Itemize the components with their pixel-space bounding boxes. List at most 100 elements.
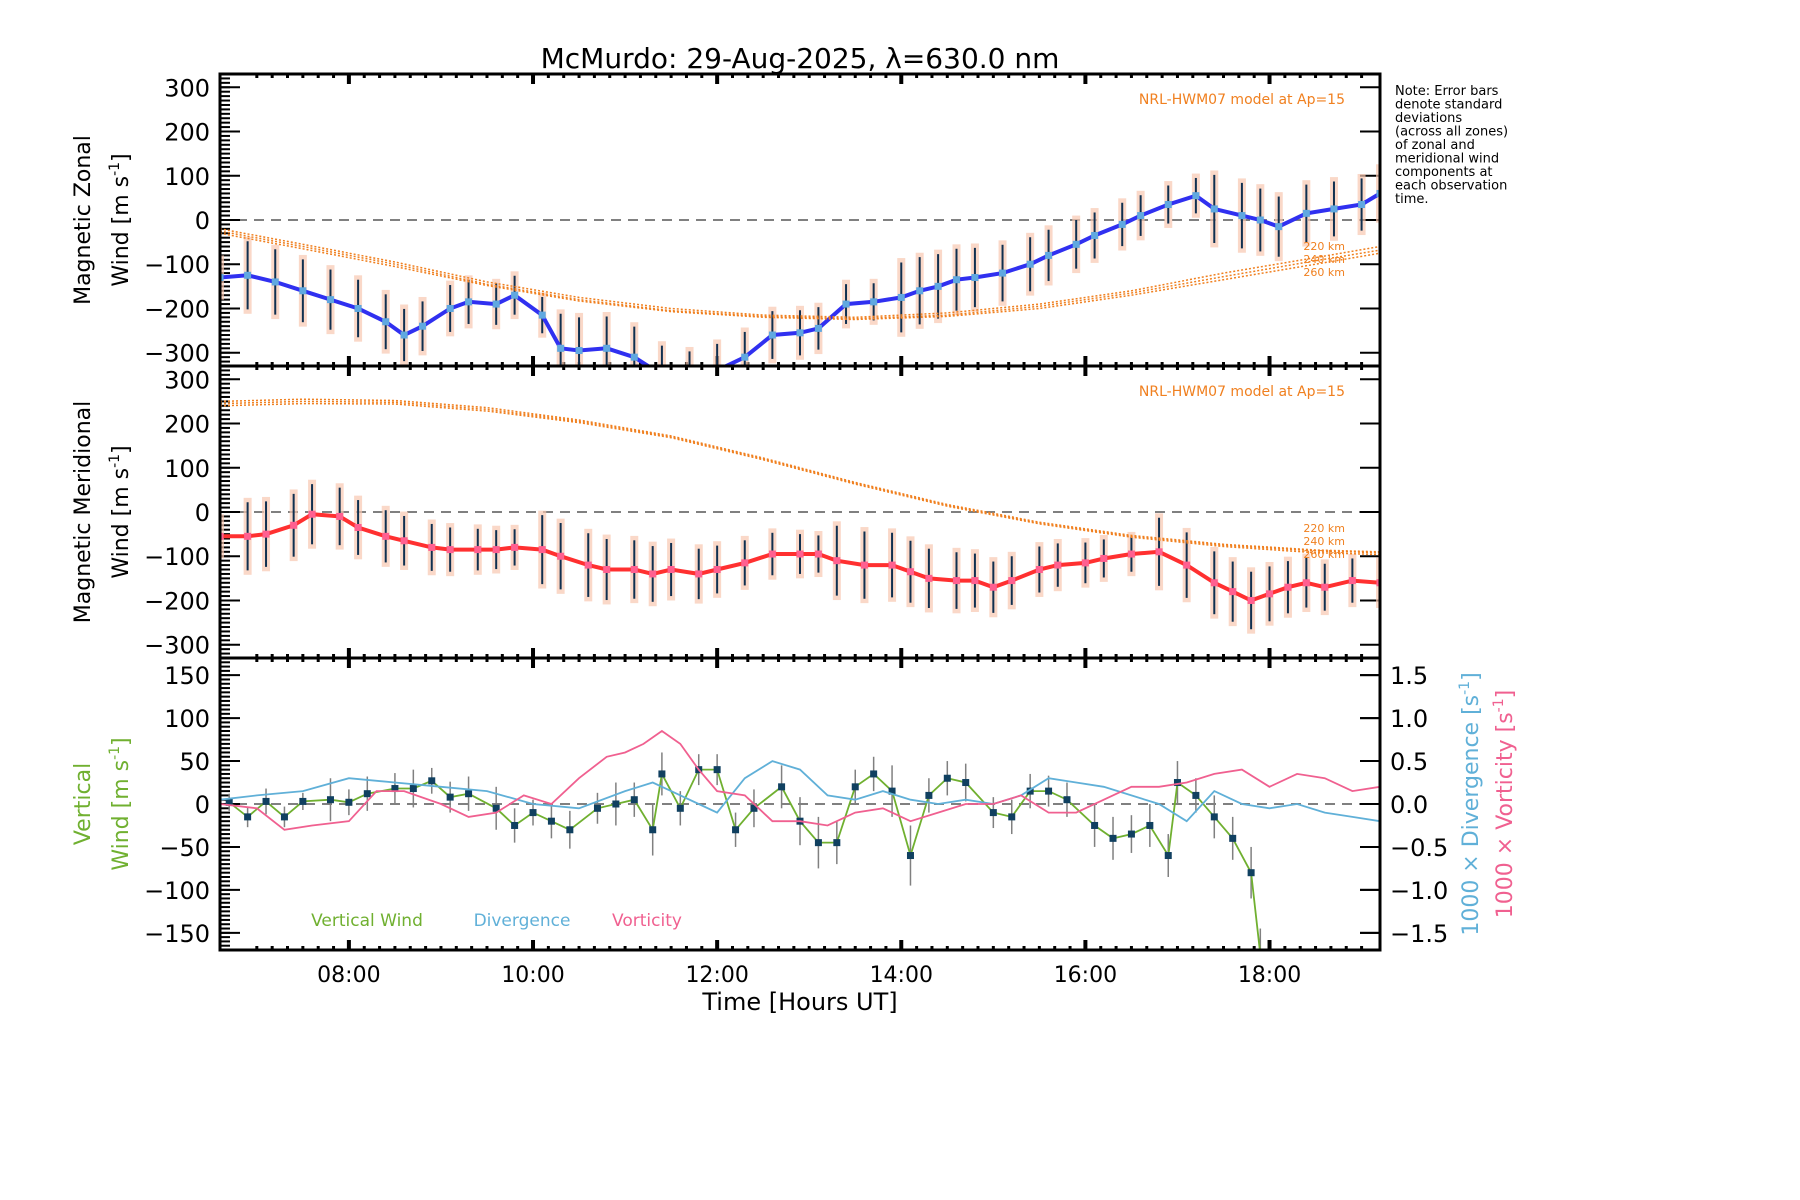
data-point: [741, 559, 749, 567]
data-point: [326, 796, 334, 804]
note-line: denote standard: [1395, 98, 1502, 113]
data-point: [1164, 201, 1172, 209]
data-point: [916, 287, 924, 295]
chart-title: McMurdo: 29-Aug-2025, λ=630.0 nm: [541, 42, 1060, 75]
y-tick-label: −100: [144, 877, 210, 905]
data-point: [1127, 830, 1135, 838]
y-label-bracket: ]: [109, 153, 134, 162]
y-tick-label: 100: [164, 163, 210, 191]
y-tick-label: 300: [164, 366, 210, 394]
data-point: [1302, 209, 1310, 217]
y-tick-label: 50: [179, 748, 210, 776]
model-label: NRL-HWM07 model at Ap=15: [1139, 384, 1345, 400]
data-point: [860, 561, 868, 569]
y-tick-label: 100: [164, 455, 210, 483]
y-axis-label-line2: Wind [m s-1]: [107, 445, 134, 578]
model-label: NRL-HWM07 model at Ap=15: [1139, 92, 1345, 108]
note-line: components at: [1395, 165, 1493, 180]
data-point: [492, 546, 500, 554]
y-axis-label-line1: Vertical: [71, 763, 96, 845]
data-point: [566, 826, 574, 834]
data-point: [326, 296, 334, 304]
y2-tick-label: −0.5: [1390, 834, 1448, 862]
data-point: [1091, 231, 1099, 239]
x-tick-label: 12:00: [685, 963, 748, 988]
plot-area: [220, 398, 1380, 634]
label-text: 1000 × Vorticity [s: [1493, 712, 1518, 918]
data-point: [1183, 561, 1191, 569]
model-altitude-label: 220 km: [1303, 240, 1345, 253]
y-axis-label-line1: Magnetic Zonal: [71, 135, 96, 305]
y-tick-label: 0: [195, 791, 210, 819]
data-point: [220, 532, 224, 540]
data-point: [1026, 787, 1034, 795]
data-point: [345, 798, 353, 806]
data-point: [796, 329, 804, 337]
data-point: [851, 783, 859, 791]
data-point: [888, 561, 896, 569]
data-point: [244, 532, 252, 540]
data-point: [446, 304, 454, 312]
data-point: [989, 583, 997, 591]
data-point: [1210, 813, 1218, 821]
y2-tick-label: −1.5: [1390, 920, 1448, 948]
note-line: Note: Error bars: [1395, 84, 1499, 99]
data-point: [547, 817, 555, 825]
zonal-panel: −300 −200 −100 0 100 200 300 NRL-HWM07 model at…: [71, 72, 1382, 378]
data-point: [971, 577, 979, 585]
data-point: [538, 311, 546, 319]
data-point: [400, 331, 408, 339]
data-point: [1376, 579, 1380, 587]
data-point: [658, 770, 666, 778]
label-exponent: -1: [1457, 681, 1473, 695]
data-point: [1045, 787, 1053, 795]
data-point: [1256, 216, 1264, 224]
model-altitude-label: 260 km: [1303, 548, 1345, 561]
data-point: [280, 813, 288, 821]
data-point: [676, 804, 684, 812]
data-point: [363, 790, 371, 798]
data-point: [906, 852, 914, 860]
series-line-model-240-km: [220, 230, 1380, 320]
meridional-panel: −300 −200 −100 0 100 200 300 NRL-HWM07 model at…: [71, 364, 1382, 660]
data-point: [989, 809, 997, 817]
data-point: [658, 371, 665, 378]
data-point: [1155, 548, 1163, 556]
data-point: [962, 779, 970, 787]
data-point: [1137, 212, 1145, 220]
data-point: [1376, 189, 1380, 197]
y2-axis-label-divergence: 1000 × Divergence [s-1]: [1457, 672, 1484, 935]
note-line: meridional wind: [1395, 152, 1499, 167]
y-tick-label: −50: [159, 834, 210, 862]
data-point: [1247, 869, 1255, 877]
y-tick-label: −300: [144, 632, 210, 660]
label-bracket: ]: [1493, 690, 1518, 699]
data-point: [1229, 834, 1237, 842]
data-point: [290, 521, 298, 529]
data-point: [465, 298, 473, 306]
data-point: [999, 269, 1007, 277]
data-point: [593, 804, 601, 812]
data-point: [943, 774, 951, 782]
y-label-bracket: ]: [109, 737, 134, 746]
data-point: [308, 510, 316, 518]
y-tick-label: 100: [164, 705, 210, 733]
data-point: [1238, 212, 1246, 220]
legend-item: Vertical Wind: [311, 911, 423, 931]
data-point: [713, 566, 721, 574]
data-point: [1035, 566, 1043, 574]
y-tick-label: 150: [164, 662, 210, 690]
data-point: [1026, 260, 1034, 268]
data-point: [1109, 834, 1117, 842]
y-label-bracket: ]: [109, 445, 134, 454]
data-point: [934, 282, 942, 290]
data-point: [842, 300, 850, 308]
series-line-model-220-km: [220, 228, 1380, 319]
data-point: [1164, 852, 1172, 860]
data-point: [1173, 779, 1181, 787]
data-point: [630, 566, 638, 574]
label-bracket: ]: [1459, 672, 1484, 681]
data-point: [262, 797, 270, 805]
